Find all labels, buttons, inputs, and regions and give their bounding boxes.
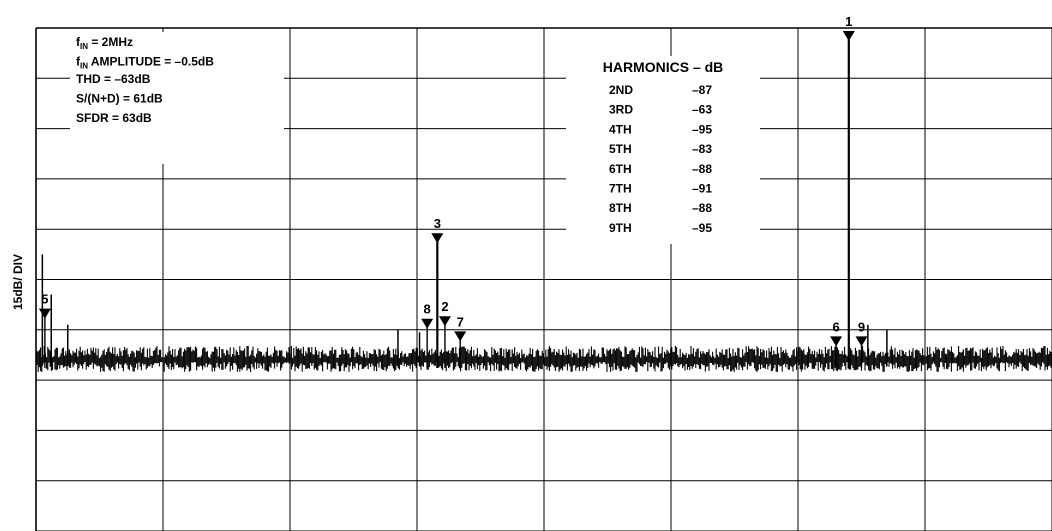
harmonic-name: 4TH <box>609 122 632 136</box>
marker-label-7: 7 <box>457 314 464 329</box>
y-axis-label: 15dB/ DIV <box>11 254 25 310</box>
annotation-line: fIN = 2MHz <box>76 35 133 51</box>
marker-triangle-3 <box>431 233 444 244</box>
harmonic-value: –95 <box>692 221 712 235</box>
harmonic-value: –91 <box>692 182 712 196</box>
marker-triangle-2 <box>438 316 451 327</box>
harmonic-name: 9TH <box>609 221 632 235</box>
harmonic-value: –83 <box>692 142 712 156</box>
spectrum-trace <box>36 346 1052 372</box>
marker-triangle-9 <box>855 336 868 347</box>
harmonic-name: 8TH <box>609 201 632 215</box>
marker-triangle-1 <box>842 31 855 42</box>
harmonic-value: –95 <box>692 122 712 136</box>
harmonics-title: HARMONICS – dB <box>603 59 724 75</box>
harmonic-name: 2ND <box>609 83 633 97</box>
harmonics-table: HARMONICS – dB 2ND –87 3RD –63 4TH –95 5TH –83 6T… <box>603 59 724 235</box>
harmonics-table-bg <box>566 56 760 244</box>
harmonic-value: –88 <box>692 201 712 215</box>
harmonic-name: 7TH <box>609 182 632 196</box>
harmonic-value: –88 <box>692 162 712 176</box>
marker-triangle-5 <box>38 308 51 319</box>
marker-label-5: 5 <box>41 292 48 307</box>
harmonic-name: 6TH <box>609 162 632 176</box>
marker-label-1: 1 <box>845 14 852 29</box>
marker-label-9: 9 <box>858 319 865 334</box>
marker-label-3: 3 <box>434 216 441 231</box>
harmonic-value: –87 <box>692 83 712 97</box>
marker-triangle-6 <box>830 336 843 347</box>
annotation-box-bg <box>70 32 284 164</box>
marker-triangle-7 <box>454 331 467 342</box>
noise-floor <box>36 346 1052 372</box>
marker-label-2: 2 <box>441 299 448 314</box>
harmonic-name: 3RD <box>609 103 633 117</box>
marker-label-8: 8 <box>424 302 431 317</box>
peak-markers: 1 3 5 8 27 6 9 <box>38 14 868 368</box>
annotation-line: fIN AMPLITUDE = –0.5dB <box>76 55 214 71</box>
annotation-line: SFDR = 63dB <box>76 111 152 125</box>
marker-label-6: 6 <box>832 319 839 334</box>
harmonic-name: 5TH <box>609 142 632 156</box>
harmonic-value: –63 <box>692 103 712 117</box>
annotation-line: THD = –63dB <box>76 72 151 86</box>
marker-triangle-8 <box>421 318 434 329</box>
annotation-line: S/(N+D) = 61dB <box>76 92 163 106</box>
